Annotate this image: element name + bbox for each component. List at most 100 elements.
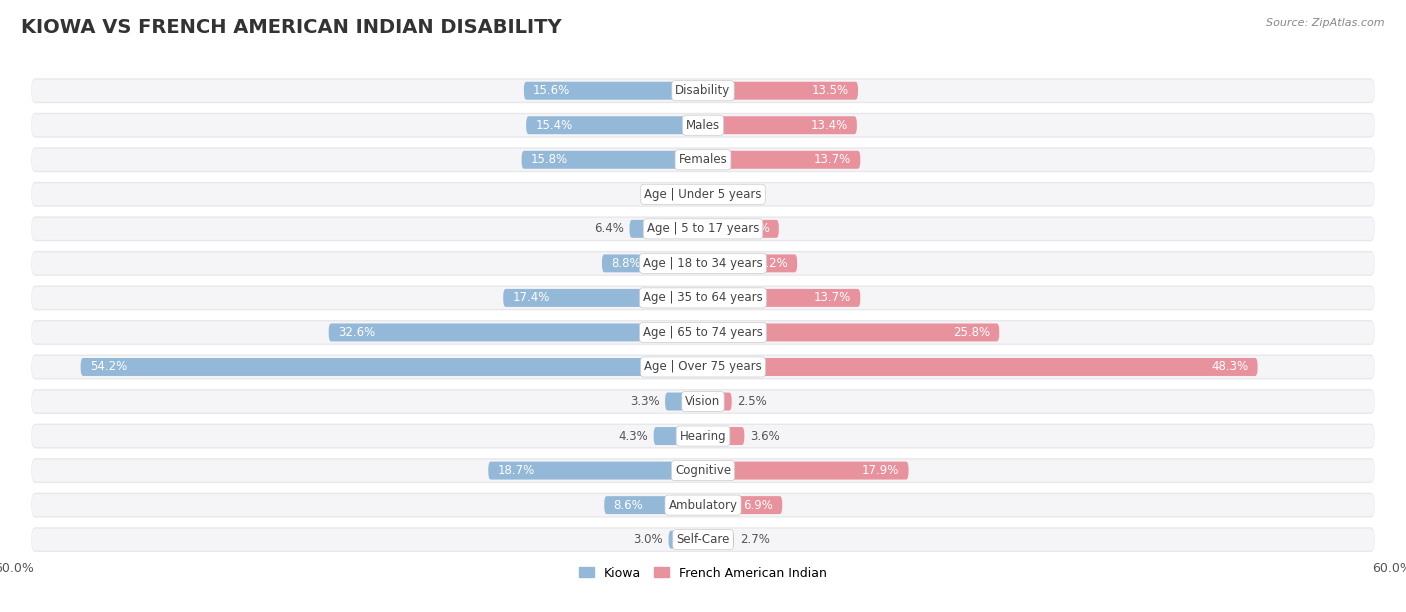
Text: 2.5%: 2.5% [738, 395, 768, 408]
FancyBboxPatch shape [31, 389, 1375, 414]
Text: 4.3%: 4.3% [619, 430, 648, 442]
FancyBboxPatch shape [602, 255, 703, 272]
Text: KIOWA VS FRENCH AMERICAN INDIAN DISABILITY: KIOWA VS FRENCH AMERICAN INDIAN DISABILI… [21, 18, 562, 37]
FancyBboxPatch shape [686, 185, 703, 203]
Text: 8.6%: 8.6% [613, 499, 643, 512]
Text: 2.7%: 2.7% [740, 533, 769, 546]
FancyBboxPatch shape [32, 356, 1374, 378]
Legend: Kiowa, French American Indian: Kiowa, French American Indian [574, 562, 832, 584]
FancyBboxPatch shape [31, 354, 1375, 379]
Text: 15.8%: 15.8% [531, 153, 568, 166]
FancyBboxPatch shape [80, 358, 703, 376]
Text: 8.8%: 8.8% [612, 257, 641, 270]
Text: Self-Care: Self-Care [676, 533, 730, 546]
Text: 13.5%: 13.5% [811, 84, 849, 97]
Text: 1.3%: 1.3% [724, 188, 754, 201]
Text: 13.4%: 13.4% [810, 119, 848, 132]
FancyBboxPatch shape [31, 147, 1375, 172]
Text: 6.4%: 6.4% [593, 222, 624, 236]
FancyBboxPatch shape [32, 460, 1374, 482]
Text: Disability: Disability [675, 84, 731, 97]
FancyBboxPatch shape [32, 529, 1374, 551]
FancyBboxPatch shape [32, 425, 1374, 447]
Text: 25.8%: 25.8% [953, 326, 990, 339]
FancyBboxPatch shape [630, 220, 703, 238]
FancyBboxPatch shape [32, 321, 1374, 343]
FancyBboxPatch shape [31, 113, 1375, 138]
FancyBboxPatch shape [32, 287, 1374, 309]
Text: Age | 18 to 34 years: Age | 18 to 34 years [643, 257, 763, 270]
FancyBboxPatch shape [32, 390, 1374, 412]
FancyBboxPatch shape [32, 114, 1374, 136]
Text: 6.6%: 6.6% [740, 222, 769, 236]
FancyBboxPatch shape [31, 458, 1375, 483]
Text: 54.2%: 54.2% [90, 360, 127, 373]
FancyBboxPatch shape [526, 116, 703, 134]
Text: 48.3%: 48.3% [1212, 360, 1249, 373]
Text: Age | Over 75 years: Age | Over 75 years [644, 360, 762, 373]
Text: Source: ZipAtlas.com: Source: ZipAtlas.com [1267, 18, 1385, 28]
Text: 17.9%: 17.9% [862, 464, 900, 477]
Text: 13.7%: 13.7% [814, 153, 851, 166]
Text: Males: Males [686, 119, 720, 132]
Text: Age | Under 5 years: Age | Under 5 years [644, 188, 762, 201]
FancyBboxPatch shape [605, 496, 703, 514]
Text: 15.4%: 15.4% [536, 119, 572, 132]
FancyBboxPatch shape [31, 527, 1375, 552]
FancyBboxPatch shape [703, 324, 1000, 341]
FancyBboxPatch shape [32, 494, 1374, 516]
FancyBboxPatch shape [703, 255, 797, 272]
FancyBboxPatch shape [32, 183, 1374, 206]
FancyBboxPatch shape [703, 358, 1257, 376]
Text: Age | 35 to 64 years: Age | 35 to 64 years [643, 291, 763, 304]
FancyBboxPatch shape [31, 217, 1375, 241]
FancyBboxPatch shape [703, 220, 779, 238]
FancyBboxPatch shape [31, 285, 1375, 310]
FancyBboxPatch shape [488, 461, 703, 480]
FancyBboxPatch shape [703, 461, 908, 480]
Text: Vision: Vision [685, 395, 721, 408]
FancyBboxPatch shape [524, 82, 703, 100]
FancyBboxPatch shape [503, 289, 703, 307]
FancyBboxPatch shape [654, 427, 703, 445]
FancyBboxPatch shape [703, 185, 718, 203]
FancyBboxPatch shape [669, 531, 703, 548]
Text: 15.6%: 15.6% [533, 84, 571, 97]
FancyBboxPatch shape [703, 151, 860, 169]
Text: 17.4%: 17.4% [512, 291, 550, 304]
FancyBboxPatch shape [31, 320, 1375, 345]
Text: 13.7%: 13.7% [814, 291, 851, 304]
Text: Females: Females [679, 153, 727, 166]
Text: 3.6%: 3.6% [749, 430, 780, 442]
FancyBboxPatch shape [32, 80, 1374, 102]
Text: 32.6%: 32.6% [337, 326, 375, 339]
Text: 6.9%: 6.9% [744, 499, 773, 512]
Text: 8.2%: 8.2% [758, 257, 787, 270]
FancyBboxPatch shape [32, 218, 1374, 240]
FancyBboxPatch shape [522, 151, 703, 169]
Text: 1.5%: 1.5% [651, 188, 681, 201]
Text: Cognitive: Cognitive [675, 464, 731, 477]
FancyBboxPatch shape [703, 427, 744, 445]
FancyBboxPatch shape [31, 493, 1375, 518]
Text: Age | 65 to 74 years: Age | 65 to 74 years [643, 326, 763, 339]
Text: Ambulatory: Ambulatory [668, 499, 738, 512]
FancyBboxPatch shape [31, 251, 1375, 276]
FancyBboxPatch shape [329, 324, 703, 341]
FancyBboxPatch shape [31, 78, 1375, 103]
Text: 18.7%: 18.7% [498, 464, 534, 477]
FancyBboxPatch shape [703, 496, 782, 514]
FancyBboxPatch shape [703, 116, 856, 134]
Text: Hearing: Hearing [679, 430, 727, 442]
FancyBboxPatch shape [32, 149, 1374, 171]
Text: 3.3%: 3.3% [630, 395, 659, 408]
FancyBboxPatch shape [703, 531, 734, 548]
Text: 3.0%: 3.0% [633, 533, 662, 546]
FancyBboxPatch shape [31, 424, 1375, 449]
FancyBboxPatch shape [703, 289, 860, 307]
FancyBboxPatch shape [665, 392, 703, 411]
Text: Age | 5 to 17 years: Age | 5 to 17 years [647, 222, 759, 236]
FancyBboxPatch shape [31, 182, 1375, 207]
FancyBboxPatch shape [32, 252, 1374, 274]
FancyBboxPatch shape [703, 82, 858, 100]
